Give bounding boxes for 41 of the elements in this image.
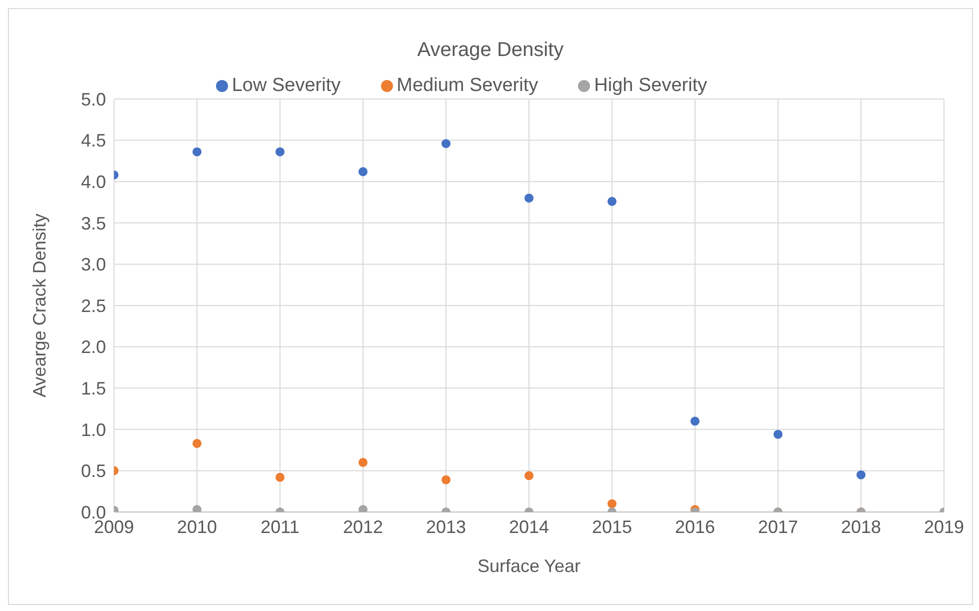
point xyxy=(275,472,285,482)
x-tick-label: 2011 xyxy=(260,516,300,537)
y-tick-label: 4.0 xyxy=(80,172,106,192)
point xyxy=(690,416,700,426)
y-tick-label: 3.5 xyxy=(80,213,106,234)
legend-label: Medium Severity xyxy=(396,75,538,96)
point xyxy=(856,470,866,480)
point xyxy=(358,458,368,467)
point xyxy=(275,147,285,156)
x-tick-label: 2018 xyxy=(840,516,882,537)
x-tick-label: 2014 xyxy=(508,516,550,537)
y-tick-label: 1.0 xyxy=(80,420,106,440)
x-tick-label: 2010 xyxy=(176,516,218,537)
x-axis-title: Surface Year xyxy=(477,556,581,576)
point xyxy=(192,438,202,448)
point xyxy=(773,430,783,439)
x-tick-label: 2016 xyxy=(674,516,716,537)
point xyxy=(607,499,617,508)
x-tick-label: 2012 xyxy=(342,516,384,537)
point xyxy=(607,196,617,206)
y-tick-label: 4.5 xyxy=(80,130,106,151)
y-tick-label: 2.5 xyxy=(80,296,106,316)
y-tick-label: 0.5 xyxy=(80,461,106,482)
x-tick-label: 2017 xyxy=(758,516,798,537)
point xyxy=(441,139,451,148)
point xyxy=(358,167,368,176)
point xyxy=(524,194,534,203)
y-tick-label: 1.5 xyxy=(80,378,106,398)
chart-title: Average Density xyxy=(416,38,565,63)
point xyxy=(441,475,451,484)
point xyxy=(524,471,534,480)
y-axis-title: Avearge Crack Density xyxy=(29,214,50,398)
legend-label: Low Severity xyxy=(232,75,341,96)
legend-label: High Severity xyxy=(594,75,708,96)
y-tick-label: 3.0 xyxy=(80,254,106,275)
x-tick-label: 2019 xyxy=(924,516,964,537)
point xyxy=(192,147,202,156)
x-tick-label: 2013 xyxy=(426,516,466,537)
y-tick-label: 2.0 xyxy=(80,337,106,358)
y-tick-label: 5.0 xyxy=(80,89,106,110)
x-tick-label: 2015 xyxy=(592,516,632,537)
